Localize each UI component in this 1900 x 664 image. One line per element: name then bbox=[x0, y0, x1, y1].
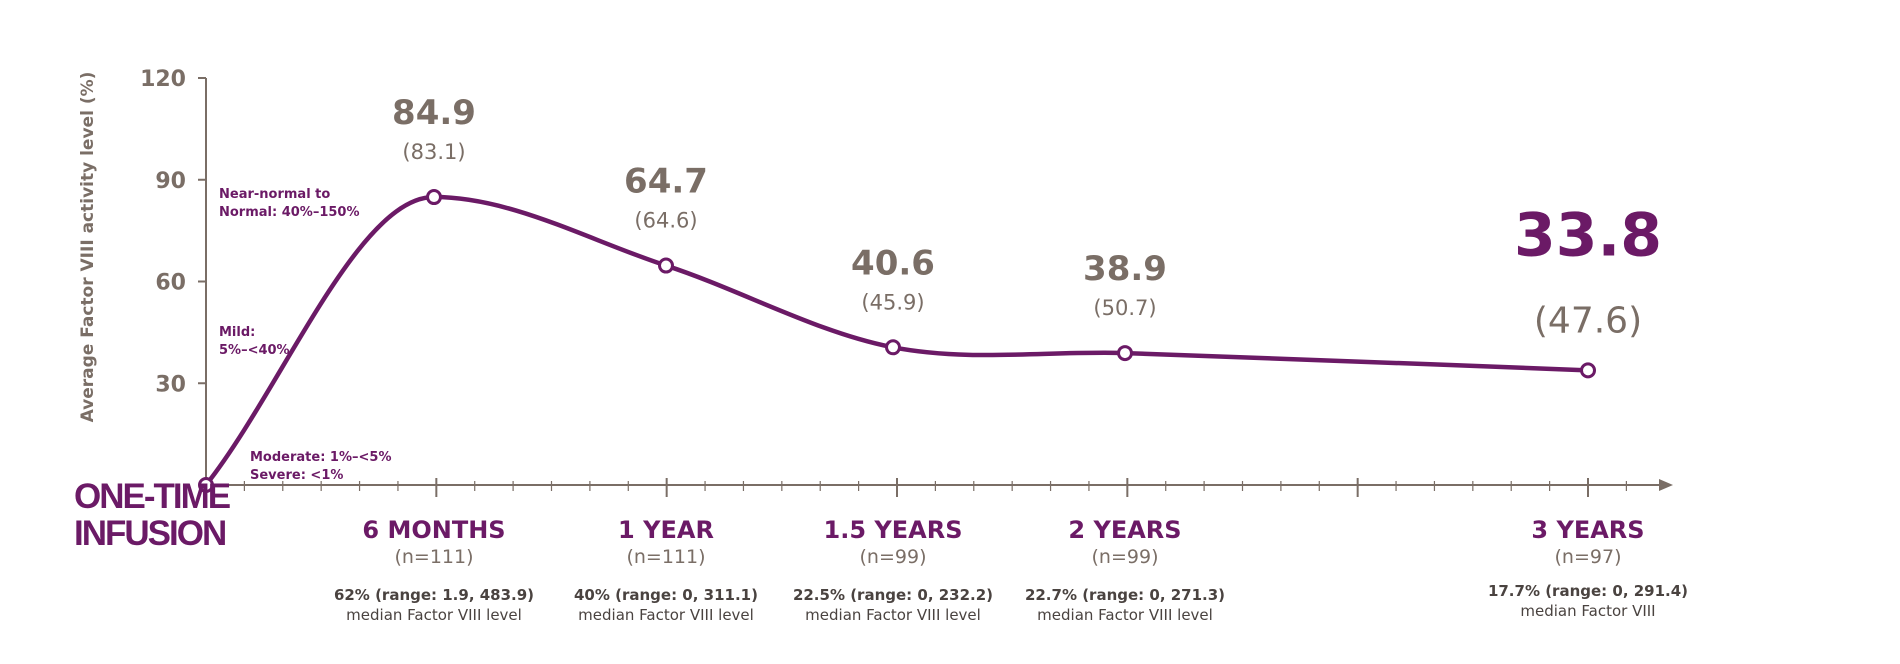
median-value-label: 22.5% (range: 0, 232.2) bbox=[793, 586, 993, 604]
axes: 30 60 90 120 bbox=[140, 67, 1673, 497]
zone-label: Normal: 40%–150% bbox=[219, 205, 360, 220]
data-point bbox=[1117, 345, 1133, 362]
data-sub-label: (83.1) bbox=[402, 140, 465, 164]
data-value-label: 38.9 bbox=[1083, 249, 1167, 289]
zone-labels: Near-normal to Normal: 40%–150% Mild: 5%–<4… bbox=[219, 187, 391, 483]
y-tick-label: 30 bbox=[155, 372, 186, 397]
n-count-label: (n=99) bbox=[1092, 546, 1159, 568]
median-value-label: 40% (range: 0, 311.1) bbox=[574, 586, 758, 604]
x-tick-label: 1 YEAR bbox=[618, 516, 714, 544]
data-point bbox=[1580, 362, 1596, 379]
n-count-label: (n=111) bbox=[626, 546, 705, 568]
data-sub-label: (50.7) bbox=[1093, 296, 1156, 320]
data-value-label: 33.8 bbox=[1514, 200, 1662, 270]
x-tick-label: 3 YEARS bbox=[1531, 516, 1644, 544]
median-caption-label: median Factor VIII bbox=[1520, 602, 1655, 620]
y-tick-label: 60 bbox=[155, 271, 186, 296]
x-tick-label: 2 YEARS bbox=[1068, 516, 1181, 544]
data-sub-label: (45.9) bbox=[861, 290, 924, 314]
zone-label: 5%–<40% bbox=[219, 343, 290, 358]
zone-label: Mild: bbox=[219, 325, 255, 340]
data-value-label: 64.7 bbox=[624, 162, 708, 202]
median-caption-label: median Factor VIII level bbox=[578, 606, 754, 624]
data-sub-label: (64.6) bbox=[634, 209, 697, 233]
median-caption-label: median Factor VIII level bbox=[1037, 606, 1213, 624]
y-tick-label: 90 bbox=[155, 169, 186, 194]
data-point bbox=[885, 339, 901, 356]
series-line bbox=[203, 194, 1591, 488]
data-points bbox=[198, 189, 1596, 493]
x-axis-labels: 6 MONTHS(n=111)62% (range: 1.9, 483.9)me… bbox=[334, 516, 1688, 624]
median-caption-label: median Factor VIII level bbox=[346, 606, 522, 624]
x-axis-arrow bbox=[1659, 479, 1673, 491]
data-point bbox=[198, 477, 214, 493]
data-value-label: 40.6 bbox=[851, 243, 935, 283]
median-caption-label: median Factor VIII level bbox=[805, 606, 981, 624]
data-sub-label: (47.6) bbox=[1534, 300, 1642, 341]
origin-label: ONE-TIME INFUSION bbox=[74, 477, 232, 553]
y-axis-title: Average Factor VIII activity level (%) bbox=[78, 72, 98, 423]
x-tick-label: 6 MONTHS bbox=[362, 516, 505, 544]
x-tick-label: 1.5 YEARS bbox=[824, 516, 963, 544]
median-value-label: 22.7% (range: 0, 271.3) bbox=[1025, 586, 1225, 604]
data-point bbox=[658, 257, 674, 274]
zone-label: Moderate: 1%–<5% bbox=[250, 450, 391, 465]
n-count-label: (n=111) bbox=[394, 546, 473, 568]
data-point bbox=[426, 189, 442, 206]
data-value-label: 84.9 bbox=[392, 93, 476, 133]
y-tick-label: 120 bbox=[140, 67, 186, 92]
origin-label-line2: INFUSION bbox=[74, 514, 225, 553]
n-count-label: (n=97) bbox=[1555, 546, 1622, 568]
zone-label: Near-normal to bbox=[219, 187, 330, 202]
zone-label: Severe: <1% bbox=[250, 468, 343, 483]
n-count-label: (n=99) bbox=[860, 546, 927, 568]
median-value-label: 17.7% (range: 0, 291.4) bbox=[1488, 582, 1688, 600]
median-value-label: 62% (range: 1.9, 483.9) bbox=[334, 586, 534, 604]
data-labels: 84.9 (83.1) 64.7 (64.6) 40.6 (45.9) 38.9 (50.7)… bbox=[392, 93, 1662, 341]
origin-label-line1: ONE-TIME bbox=[74, 477, 230, 516]
